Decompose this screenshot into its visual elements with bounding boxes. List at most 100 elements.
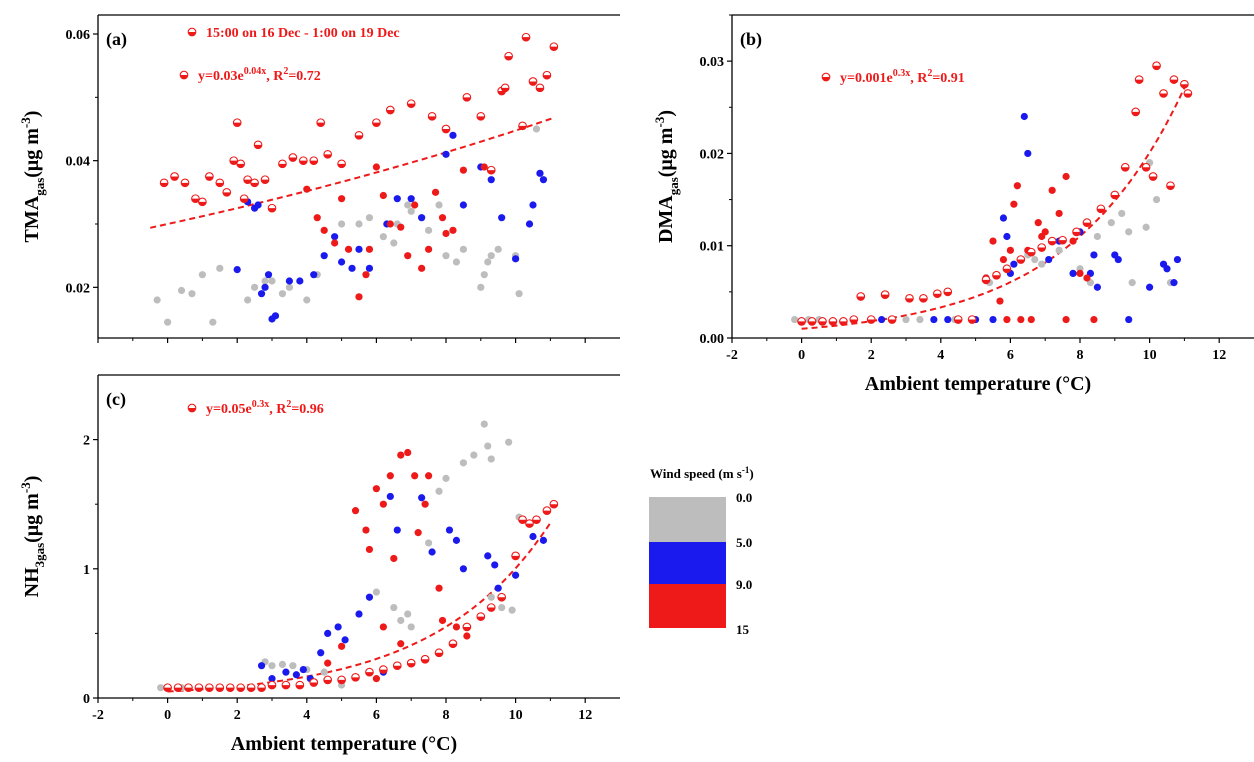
marker-fill [487, 170, 496, 174]
data-point-wind-mid [348, 264, 356, 272]
marker-fill [407, 663, 415, 667]
fit-data-point [542, 506, 552, 516]
wind-speed-legend: Wind speed (m s-1) 0.0 5.0 9.0 15 [649, 465, 754, 637]
y-tick-label: 0.02 [66, 281, 91, 296]
data-point-wind-mid [1173, 255, 1182, 264]
marker-fill [1048, 241, 1056, 245]
marker-fill [254, 144, 262, 149]
fit-data-point [225, 683, 235, 693]
fit-data-point [535, 83, 545, 93]
marker-fill [309, 160, 318, 165]
fit-data-point [406, 658, 416, 668]
data-point-wind-mid [292, 671, 300, 679]
data-point-wind-mid [296, 277, 304, 285]
marker-fill [982, 279, 990, 284]
marker-fill [229, 160, 238, 165]
data-point-wind-high [386, 472, 394, 480]
marker-fill [1017, 259, 1025, 264]
data-point-wind-high [459, 166, 467, 174]
marker-fill [1152, 65, 1161, 70]
marker-fill [1170, 79, 1178, 84]
data-point-wind-high [1062, 172, 1070, 181]
data-point-wind-mid [452, 536, 461, 544]
data-point-wind-mid [299, 665, 307, 674]
fit-data-point [521, 32, 531, 42]
marker-fill [236, 163, 245, 168]
fit-data-point [919, 293, 928, 303]
data-point-wind-high [372, 163, 380, 171]
data-point-wind-high [438, 616, 447, 625]
data-point-wind-mid [355, 610, 363, 618]
data-point-wind-mid [268, 675, 276, 683]
x-tick-label: 2 [234, 708, 241, 723]
fit-data-point [518, 121, 527, 131]
data-point-wind-low [289, 662, 297, 670]
data-point-wind-high [425, 472, 433, 480]
fit-data-point [932, 289, 942, 299]
marker-fill [449, 643, 457, 648]
fit-data-point [267, 680, 277, 690]
data-point-wind-low [379, 233, 387, 241]
x-tick-label: 0 [798, 348, 805, 363]
fit-data-point [239, 194, 249, 204]
data-point-wind-low [459, 245, 467, 253]
marker-fill [518, 125, 527, 130]
fit-data-point [500, 83, 510, 93]
marker-fill [386, 110, 395, 114]
fit-data-point [981, 275, 991, 285]
data-point-wind-high [414, 529, 422, 537]
panel-label: (a) [106, 29, 127, 50]
marker-fill [522, 37, 530, 41]
data-point-wind-low [442, 474, 450, 482]
marker-fill [316, 122, 325, 127]
fit-data-point [1141, 162, 1151, 172]
marker-fill [372, 122, 381, 127]
data-point-wind-mid [264, 271, 273, 279]
y-tick-label: 0 [83, 692, 90, 707]
data-point-wind-mid [1003, 232, 1011, 241]
marker-fill [261, 179, 269, 184]
fit-data-point [905, 293, 914, 303]
marker-fill [543, 75, 551, 79]
data-point-wind-mid [317, 649, 325, 657]
marker-fill [351, 677, 360, 682]
y-tick-label: 1 [83, 563, 90, 578]
data-point-wind-high [397, 223, 405, 231]
marker-fill [428, 116, 436, 121]
fit-data-point [288, 153, 298, 162]
panel-label: (b) [740, 29, 762, 50]
fit-data-point [967, 315, 977, 324]
fit-data-point [260, 175, 270, 185]
data-point-wind-high [344, 245, 353, 253]
data-point-wind-high [411, 201, 419, 209]
fit-data-point [1166, 181, 1175, 191]
data-point-wind-low [505, 438, 513, 446]
fit-data-point [180, 178, 190, 188]
marker-fill [226, 687, 235, 692]
marker-fill [184, 687, 193, 692]
fit-data-point [215, 683, 225, 693]
data-point-wind-high [449, 226, 457, 234]
data-point-wind-low [209, 318, 217, 326]
data-point-wind-low [1128, 279, 1136, 287]
marker-fill [919, 298, 928, 303]
data-point-wind-high [435, 584, 443, 592]
fit-data-point [1180, 79, 1189, 89]
data-point-wind-mid [386, 492, 394, 501]
data-point-wind-mid [529, 201, 537, 209]
data-point-wind-mid [539, 536, 548, 544]
data-point-wind-mid [511, 571, 520, 579]
data-point-wind-low [390, 239, 398, 247]
marker-fill [1166, 185, 1175, 190]
data-point-wind-low [487, 455, 495, 463]
x-axis-label: Ambient temperature (°C) [865, 373, 1091, 395]
marker-fill [247, 687, 255, 692]
data-point-wind-low [268, 662, 276, 670]
x-tick-label: 12 [578, 708, 592, 723]
fit-data-point [887, 315, 897, 324]
fit-data-point [351, 672, 360, 682]
marker-fill [968, 319, 976, 324]
data-point-wind-high [1048, 186, 1056, 194]
marker-fill [205, 687, 214, 692]
